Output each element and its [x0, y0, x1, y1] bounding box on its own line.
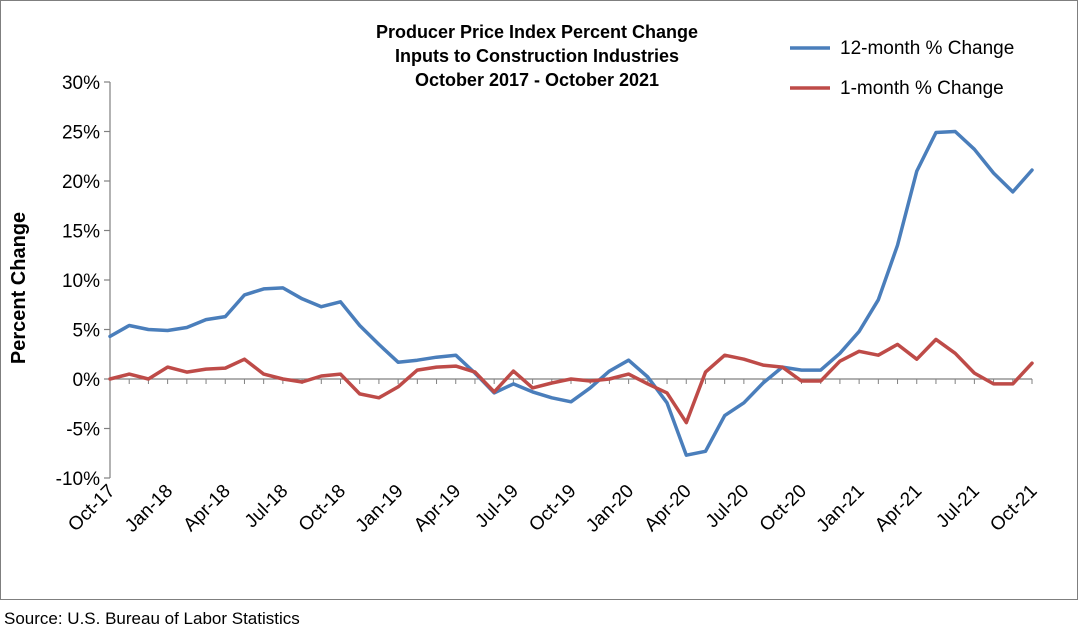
x-tick-label: Apr-19: [410, 481, 465, 536]
x-axis: Oct-17 Jan-18 Apr-18 Jul-18 Oct-18 Jan-19 Apr-…: [64, 378, 1042, 537]
chart-frame: [0, 0, 1078, 600]
source-note: Source: U.S. Bureau of Labor Statistics: [4, 609, 300, 628]
y-axis: -10% -5% 0% 5% 10% 15% 20% 25% 30%: [56, 73, 111, 490]
x-tick-label: Apr-18: [180, 481, 235, 536]
series-lines: [108, 129, 1034, 457]
y-tick-label: 25%: [62, 123, 100, 144]
x-tick-label: Jan-19: [352, 481, 408, 537]
chart-title-line-1: Producer Price Index Percent Change: [376, 22, 698, 42]
series-line-1-month: [108, 337, 1034, 425]
x-tick-label: Jul-20: [702, 481, 753, 532]
legend-label-12-month: 12-month % Change: [840, 38, 1014, 59]
x-tick-label: Apr-21: [871, 481, 926, 536]
x-tick-label: Jul-18: [241, 481, 292, 532]
x-tick-label: Jul-21: [932, 481, 983, 532]
x-tick-label: Jan-20: [582, 481, 638, 537]
chart-svg: Producer Price Index Percent Change Inpu…: [8, 22, 1042, 537]
x-tick-label: Jul-19: [471, 481, 522, 532]
y-tick-label: 15%: [62, 222, 100, 243]
x-tick-label: Oct-21: [986, 481, 1041, 536]
x-tick-label: Jan-21: [813, 481, 869, 537]
y-tick-label: 5%: [73, 321, 101, 342]
y-tick-label: -10%: [56, 469, 100, 490]
x-tick-label: Oct-20: [756, 481, 811, 536]
y-tick-label: 10%: [62, 271, 100, 292]
y-tick-label: 30%: [62, 73, 100, 94]
y-tick-label: 0%: [73, 370, 101, 391]
chart-title-line-3: October 2017 - October 2021: [415, 70, 659, 90]
x-tick-label: Oct-19: [525, 481, 580, 536]
chart-title: Producer Price Index Percent Change Inpu…: [376, 22, 698, 90]
legend: 12-month % Change 1-month % Change: [790, 38, 1014, 99]
x-tick-label: Jan-18: [121, 481, 177, 537]
y-tick-label: 20%: [62, 172, 100, 193]
y-tick-label: -5%: [66, 420, 100, 441]
x-tick-label: Oct-18: [295, 481, 350, 536]
y-axis-label: Percent Change: [8, 212, 30, 364]
chart-title-line-2: Inputs to Construction Industries: [395, 46, 679, 66]
x-tick-label: Apr-20: [641, 481, 696, 536]
legend-label-1-month: 1-month % Change: [840, 78, 1004, 99]
series-line-12-month: [108, 129, 1034, 457]
